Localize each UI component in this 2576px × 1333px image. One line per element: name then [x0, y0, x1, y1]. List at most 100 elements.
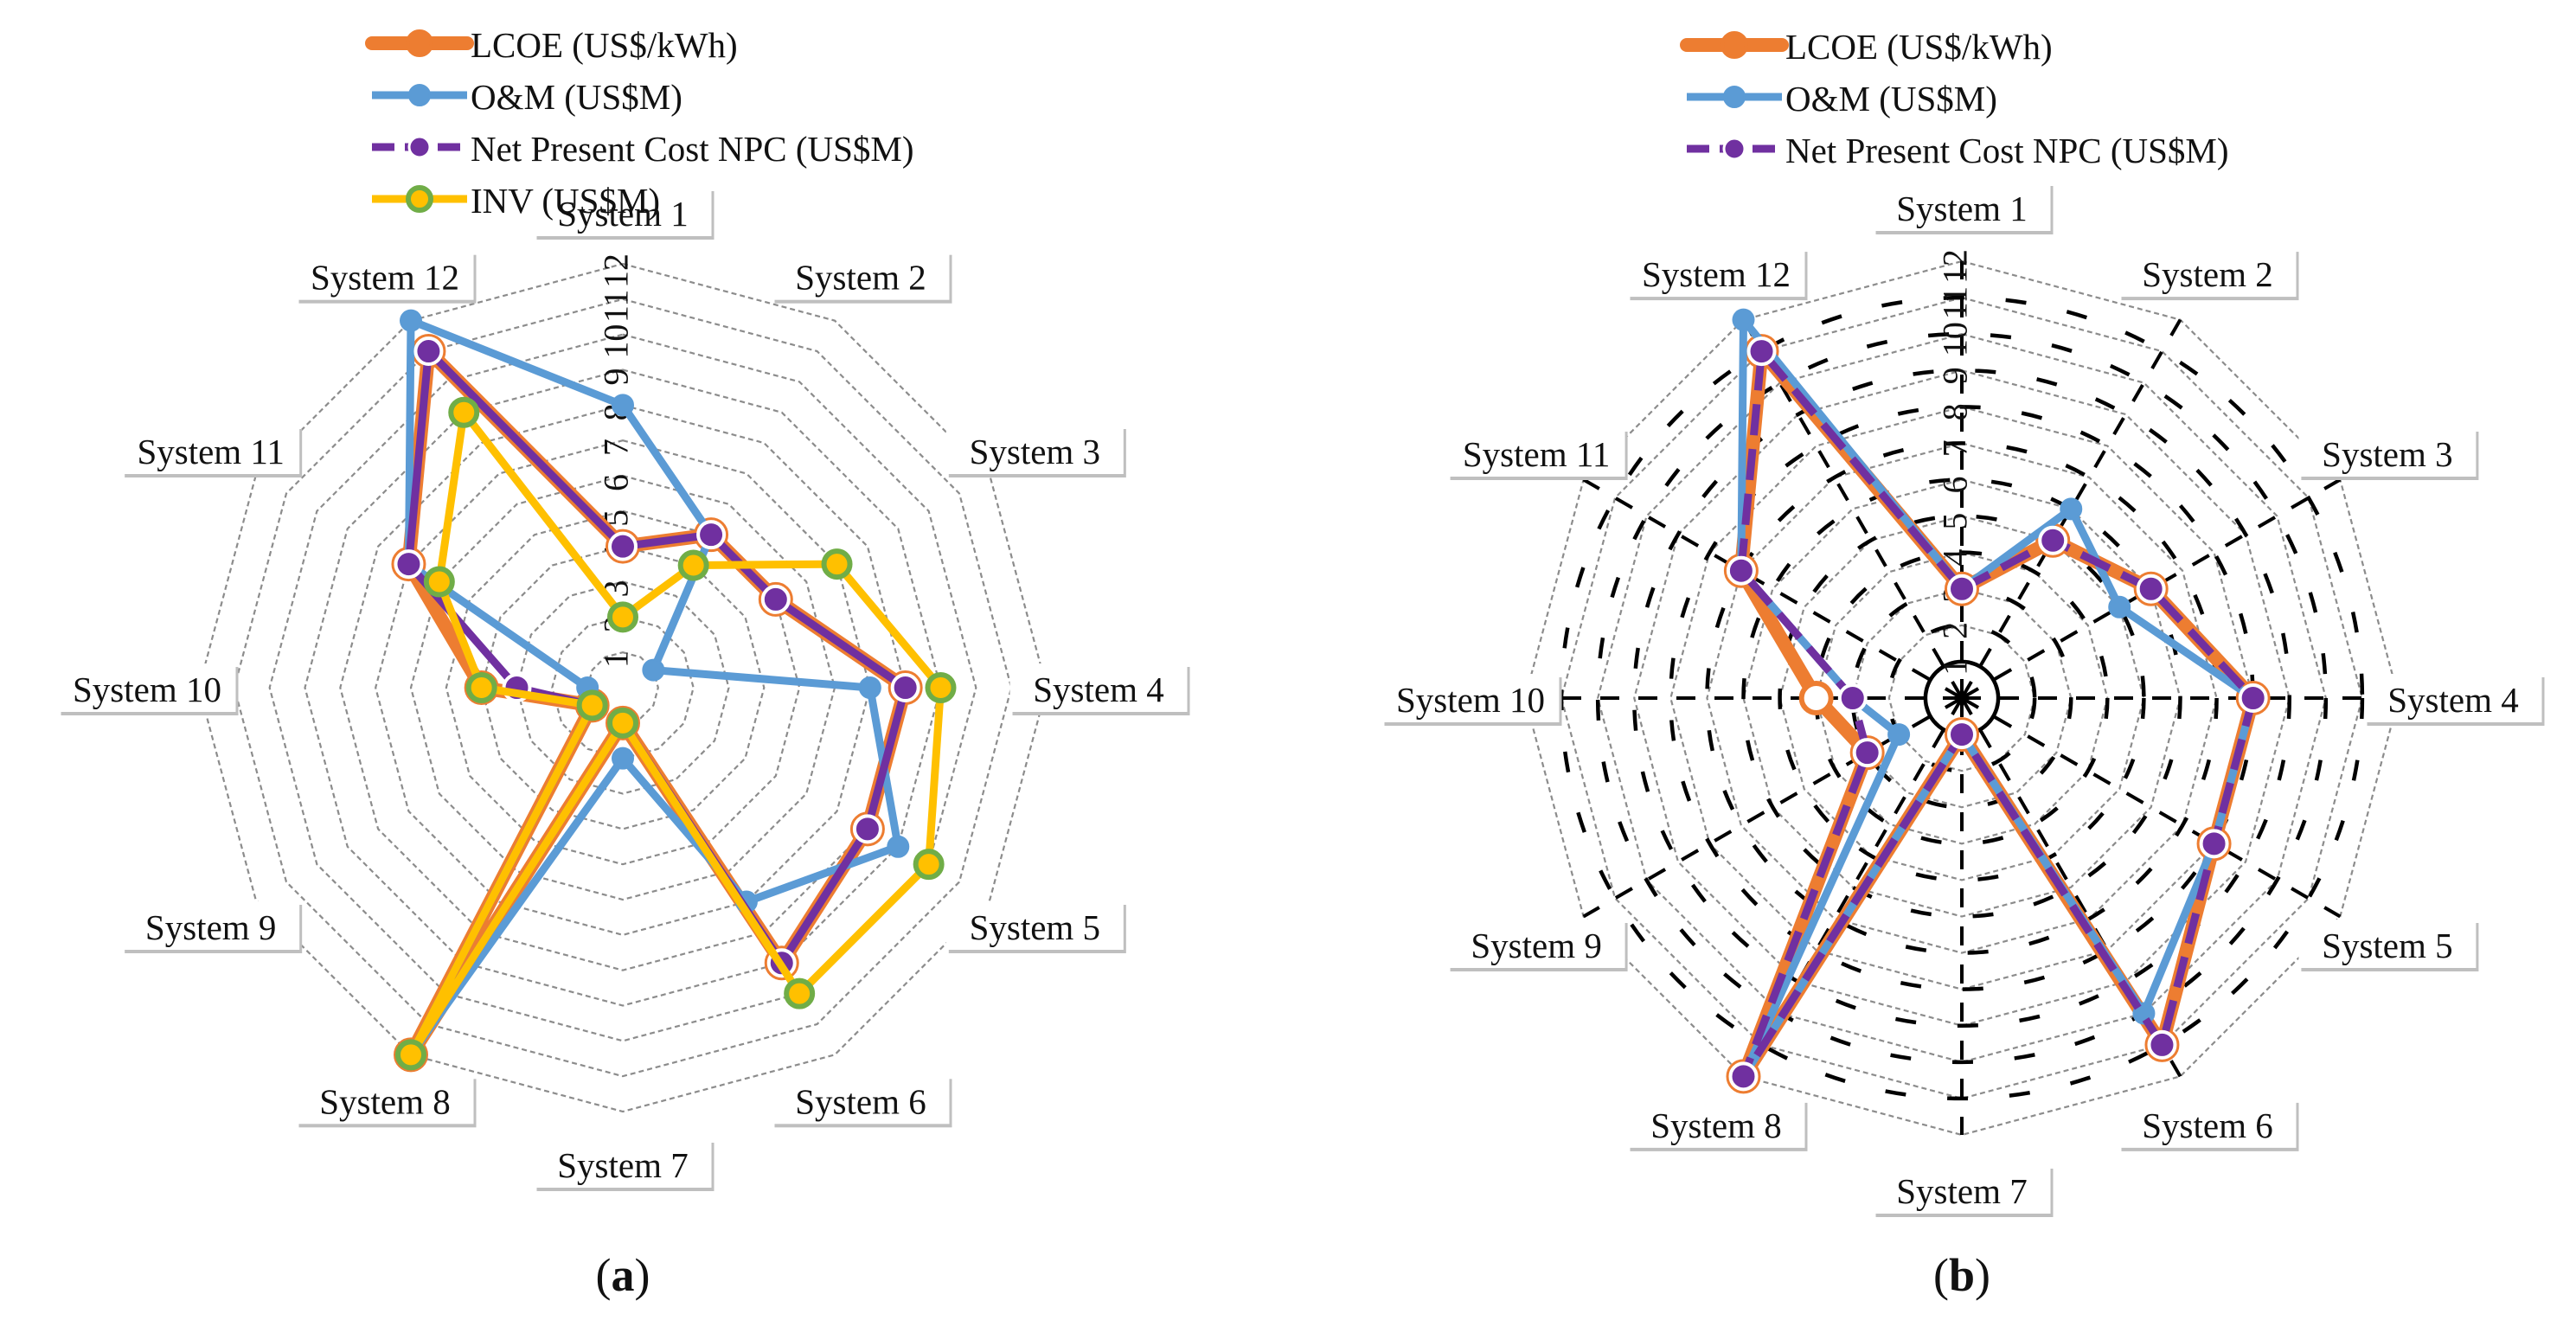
category-label-text: System 9: [1471, 926, 1602, 965]
legend-swatch-marker: [1722, 137, 1746, 161]
data-point-net-present-cost-npc-us-m-12: [413, 336, 444, 367]
data-point-net-present-cost-npc-us-m-1: [608, 531, 638, 561]
grid-ring-10: [268, 333, 977, 1042]
grid-circle-4: [1814, 550, 2110, 846]
data-point-inv-us-m-8: [395, 1039, 426, 1071]
tick-label-9: 9: [1936, 367, 1975, 384]
category-label-box: [534, 1139, 712, 1188]
category-label-text: System 5: [970, 907, 1101, 947]
data-point-net-present-cost-npc-us-m-6: [2147, 1029, 2177, 1060]
category-label-box: [296, 1075, 474, 1125]
data-point-net-present-cost-npc-us-m-10: [1837, 683, 1868, 713]
category-labels: System 1 System 2 System 3 System 4 System 5…: [1381, 183, 2545, 1217]
category-system-5: System 5: [2298, 920, 2479, 971]
legend-entry-lcoe-us-kwh: LCOE (US$/kWh): [1680, 27, 2053, 67]
legend-label: O&M (US$M): [1785, 79, 1997, 119]
category-label-box: [2118, 1099, 2297, 1148]
category-system-3: System 3: [945, 426, 1126, 477]
data-point-inv-us-m-4: [925, 672, 957, 703]
data-point-net-present-cost-npc-us-m-11: [1726, 555, 1756, 586]
category-label-text: System 7: [1896, 1171, 2028, 1211]
category-system-9: System 9: [1447, 920, 1628, 971]
category-label-text: System 6: [795, 1081, 926, 1121]
category-system-4: System 4: [2364, 674, 2545, 726]
data-point-net-present-cost-npc-us-m-4: [890, 673, 920, 702]
tick-label-9: 9: [597, 368, 636, 386]
data-point-net-present-cost-npc-us-m-5: [2199, 829, 2229, 859]
legend-label: LCOE (US$/kWh): [471, 25, 738, 65]
category-system-6: System 6: [2118, 1099, 2299, 1151]
category-label-box: [1447, 428, 1625, 477]
grid-ring-11: [233, 298, 1013, 1078]
category-system-2: System 2: [772, 251, 952, 304]
series-net-present-cost-npc-us-m: [1726, 336, 2268, 1092]
category-label-box: [945, 426, 1124, 474]
category-system-7: System 7: [534, 1139, 714, 1191]
legend-swatch-marker: [408, 84, 431, 106]
radial-ticks: 123456789101112: [1936, 249, 1975, 676]
category-label-box: [2298, 920, 2477, 968]
category-label-text: System 1: [557, 194, 689, 234]
category-label-text: System 4: [2387, 680, 2519, 720]
category-system-4: System 4: [1009, 663, 1190, 715]
category-label-box: [2298, 428, 2477, 477]
legend-label: LCOE (US$/kWh): [1785, 27, 2053, 67]
category-label-box: [296, 251, 474, 300]
legend-entry-inv-us-m: INV (US$M): [372, 181, 660, 221]
category-label-text: System 8: [319, 1081, 451, 1121]
grid-circle-2: [1887, 623, 2037, 773]
data-point-net-present-cost-npc-us-m-3: [2136, 574, 2166, 604]
tick-label-8: 8: [1936, 403, 1975, 420]
legend-entry-net-present-cost-npc-us-m: Net Present Cost NPC (US$M): [1687, 131, 2229, 170]
category-label-text: System 11: [1463, 434, 1610, 474]
tick-label-6: 6: [597, 474, 636, 491]
grid-circle-6: [1741, 477, 2182, 919]
data-point-net-present-cost-npc-us-m-7: [1947, 720, 1977, 750]
category-label-box: [1381, 674, 1560, 722]
tick-label-12: 12: [597, 253, 636, 288]
category-label-text: System 2: [795, 258, 926, 298]
category-label-text: System 8: [1650, 1105, 1782, 1145]
category-system-2: System 2: [2118, 248, 2299, 301]
category-label-text: System 12: [1642, 254, 1791, 294]
category-system-1: System 1: [534, 188, 714, 240]
tick-label-7: 7: [1936, 439, 1975, 457]
category-system-12: System 12: [296, 251, 477, 304]
category-system-7: System 7: [1873, 1165, 2054, 1217]
tick-label-7: 7: [597, 439, 636, 456]
data-point-net-present-cost-npc-us-m-9: [1852, 738, 1882, 768]
data-point-net-present-cost-npc-us-m-11: [394, 549, 424, 580]
category-label-text: System 3: [970, 432, 1101, 471]
grid-circle-7: [1705, 441, 2219, 955]
category-labels: System 1 System 2 System 3 System 4 System 5…: [58, 188, 1190, 1191]
category-label-box: [945, 901, 1124, 950]
tick-label-11: 11: [597, 290, 636, 324]
data-point-inv-us-m-2: [677, 549, 709, 581]
panel-label: (a): [596, 1249, 650, 1301]
category-system-10: System 10: [58, 663, 239, 715]
grid-ring-6: [409, 474, 836, 901]
category-label-box: [1873, 1165, 2051, 1214]
category-label-text: System 11: [137, 432, 284, 471]
data-point-o-m-us-m-2: [2060, 497, 2083, 521]
grid-ring-4: [1815, 551, 2109, 845]
category-label-box: [1627, 248, 1805, 298]
data-point-net-present-cost-npc-us-m-12: [1746, 336, 1777, 367]
grid-circle-5: [1778, 514, 2146, 882]
legend-entry-lcoe-us-kwh: LCOE (US$/kWh): [365, 25, 738, 65]
legend-label: INV (US$M): [471, 181, 660, 221]
grid-ring-4: [480, 545, 766, 830]
series-inv-us-m: [395, 396, 957, 1071]
series-line-inv-us-m: [407, 408, 945, 1059]
data-point-lcoe-us-kwh-10: [1798, 681, 1834, 715]
category-label-box: [122, 426, 300, 474]
data-point-o-m-us-m-3: [2108, 595, 2131, 618]
grid-ring-8: [339, 404, 907, 971]
data-point-inv-us-m-11: [423, 566, 455, 598]
data-point-inv-us-m-5: [913, 849, 945, 881]
category-label-box: [772, 1075, 950, 1125]
data-point-net-present-cost-npc-us-m-4: [2238, 683, 2268, 713]
data-point-o-m-us-m-12: [1732, 308, 1755, 331]
data-point-inv-us-m-3: [821, 548, 853, 580]
